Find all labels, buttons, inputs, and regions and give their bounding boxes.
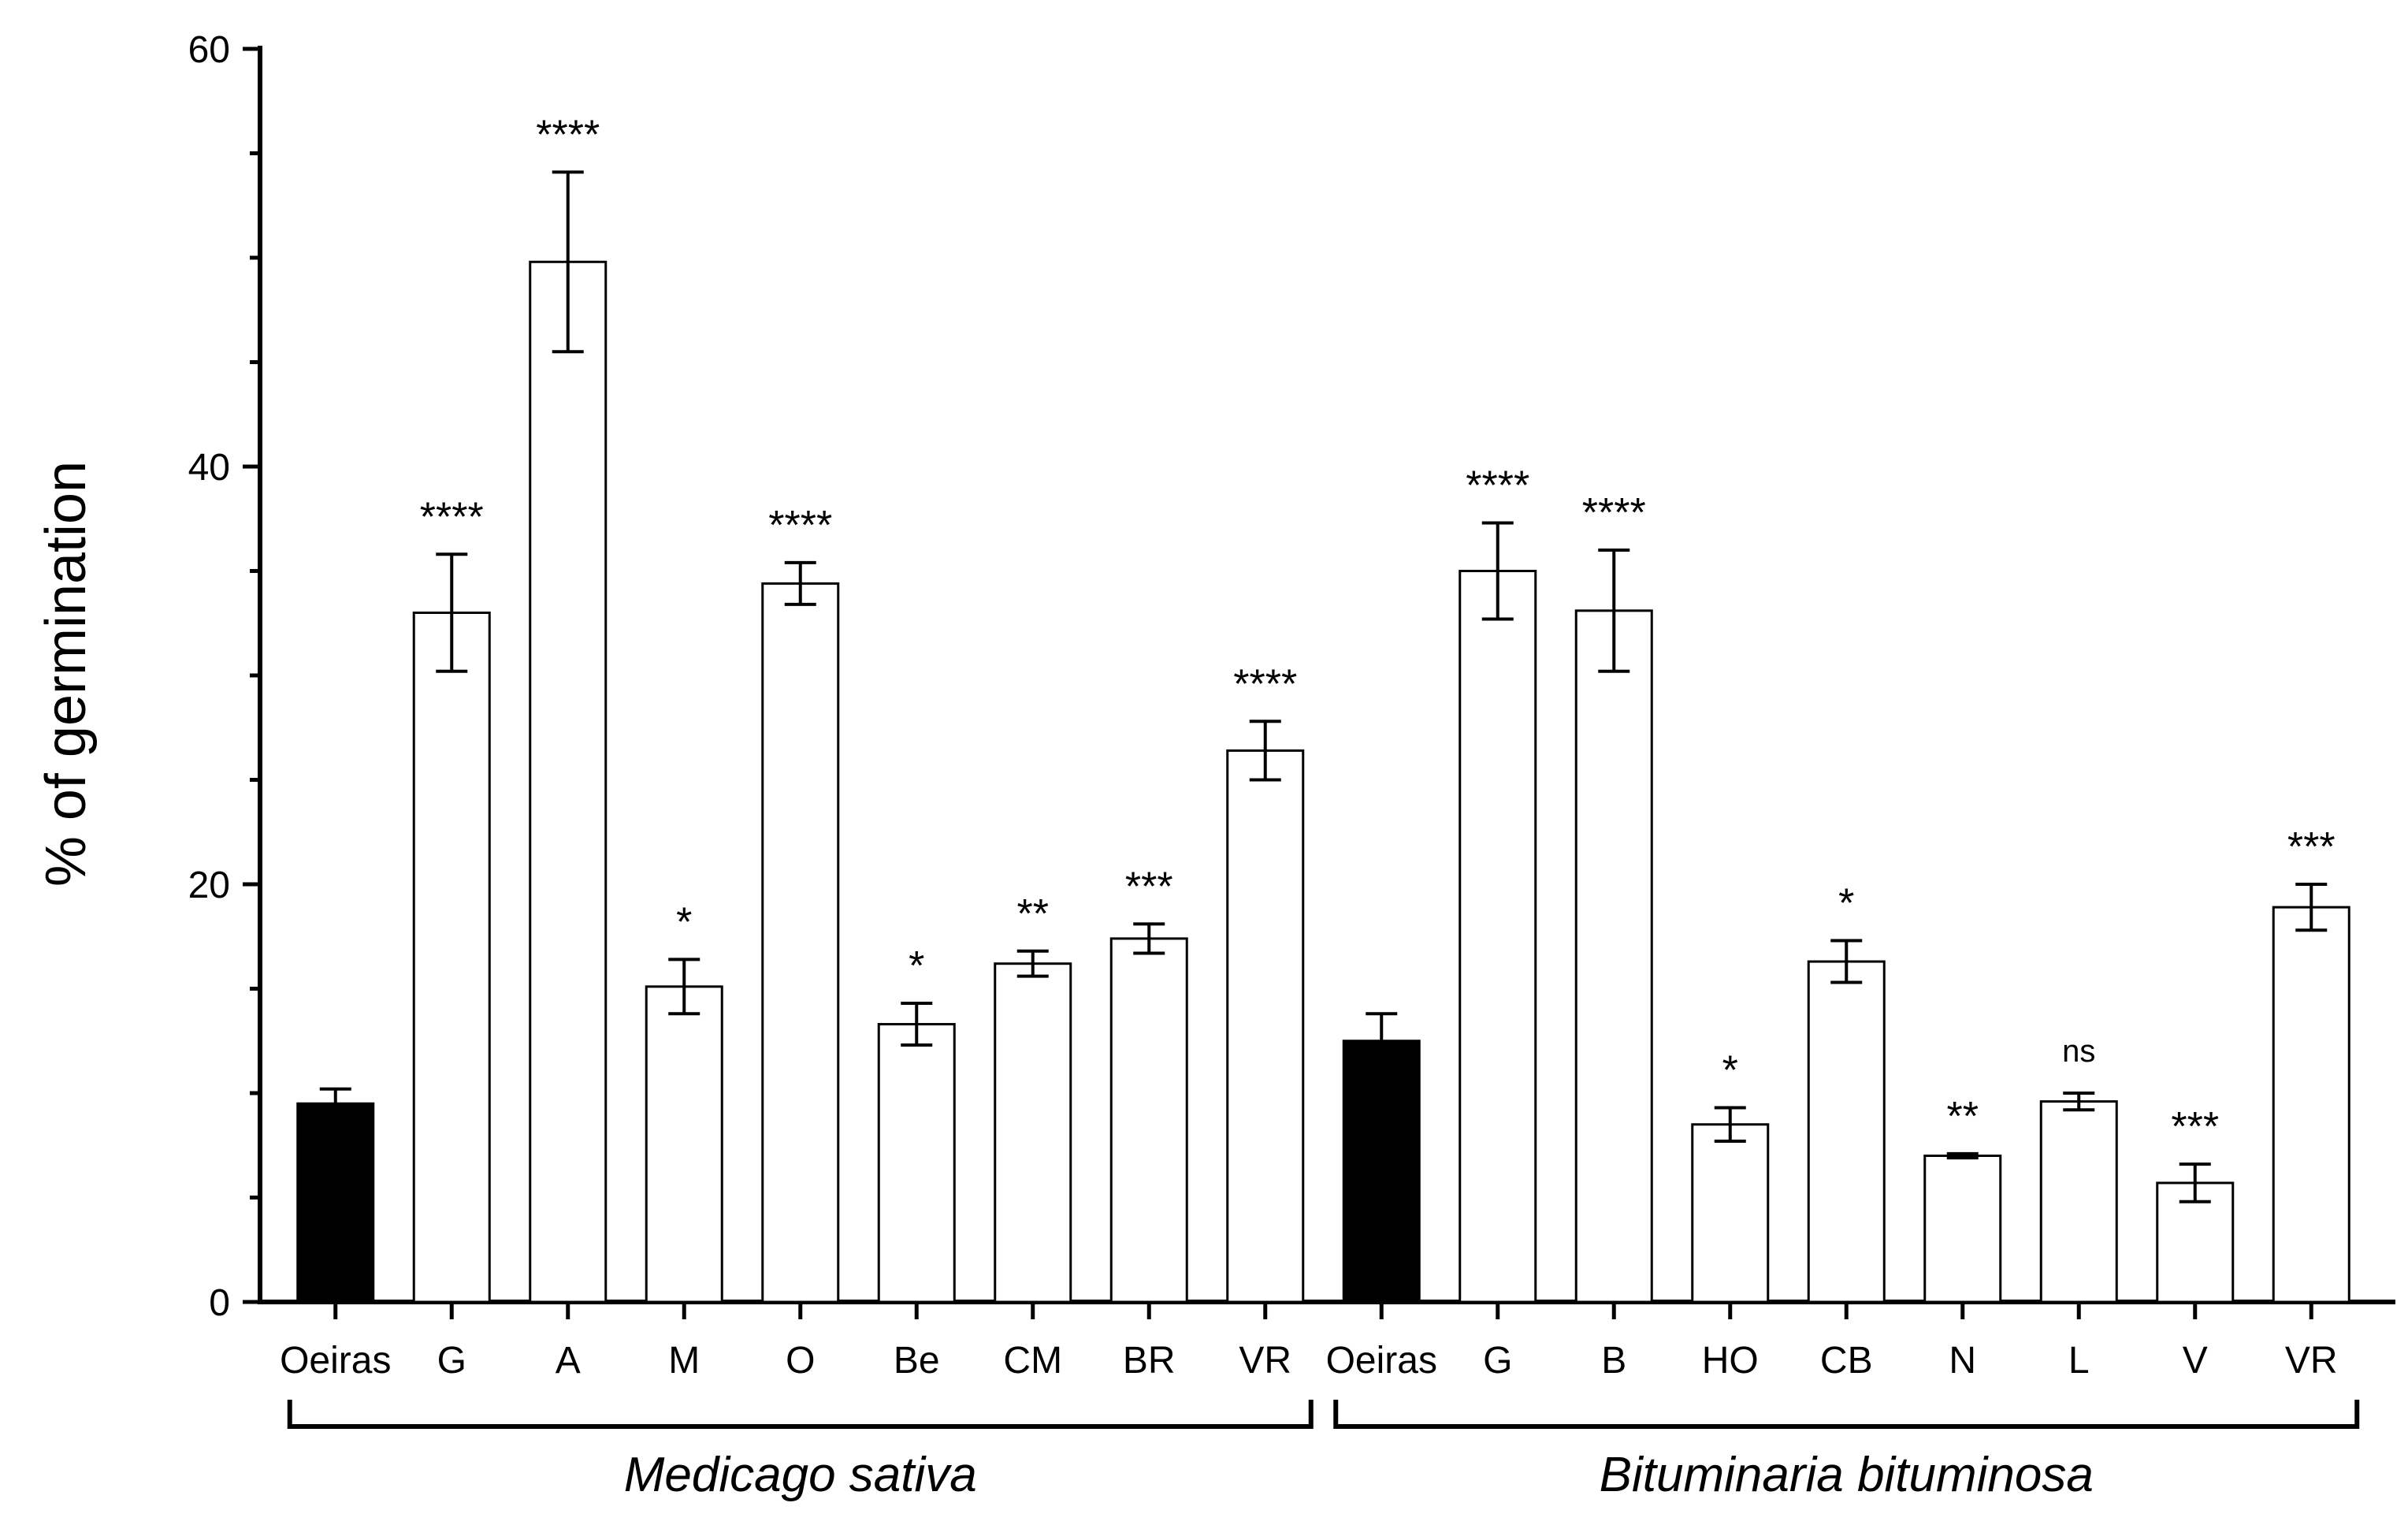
significance-label: * <box>1722 1048 1738 1094</box>
y-tick-label: 60 <box>188 29 230 71</box>
significance-label: ** <box>1017 891 1049 937</box>
bar <box>1923 1155 2002 1304</box>
significance-label: **** <box>1233 661 1297 707</box>
significance-label: **** <box>768 503 832 549</box>
x-tick-label: Be <box>894 1340 940 1382</box>
significance-label: *** <box>1125 864 1173 909</box>
significance-label: *** <box>2287 824 2336 870</box>
bar <box>1342 1040 1421 1304</box>
bar <box>645 985 723 1304</box>
bar <box>1691 1123 1770 1304</box>
bar <box>529 260 608 1304</box>
bar <box>1459 570 1537 1304</box>
group-label: Medicago sativa <box>624 1448 977 1502</box>
x-tick-label: HO <box>1702 1340 1759 1382</box>
y-tick-label: 0 <box>209 1282 230 1324</box>
bar <box>1574 609 1653 1304</box>
bar <box>2272 906 2350 1304</box>
bar <box>1226 749 1305 1304</box>
x-tick-label: Oeiras <box>280 1340 391 1382</box>
x-tick-label: O <box>786 1340 815 1382</box>
group-bracket <box>1333 1400 2360 1429</box>
significance-label: * <box>676 899 692 945</box>
x-tick-label: A <box>556 1340 581 1382</box>
significance-label: ns <box>2062 1034 2095 1069</box>
y-tick-label: 20 <box>188 865 230 906</box>
bar <box>296 1102 375 1304</box>
group-label: Bituminaria bituminosa <box>1600 1448 2094 1502</box>
x-tick-label: B <box>1601 1340 1626 1382</box>
bar <box>877 1023 956 1304</box>
bar <box>412 612 491 1304</box>
significance-label: **** <box>1582 490 1646 536</box>
significance-label: *** <box>2171 1104 2219 1150</box>
x-tick-label: G <box>437 1340 466 1382</box>
y-axis-title: % of germination <box>35 461 98 887</box>
x-tick-label: M <box>668 1340 700 1382</box>
x-tick-label: G <box>1483 1340 1512 1382</box>
x-tick-label: CB <box>1820 1340 1873 1382</box>
x-tick-label: N <box>1949 1340 1976 1382</box>
x-tick-label: CM <box>1003 1340 1062 1382</box>
y-tick-label: 40 <box>188 447 230 489</box>
bar <box>994 962 1072 1304</box>
bar <box>1807 960 1886 1304</box>
group-bracket <box>287 1400 1314 1429</box>
x-tick-label: BR <box>1123 1340 1176 1382</box>
x-tick-label: VR <box>1239 1340 1291 1382</box>
bar <box>1109 937 1188 1304</box>
bar <box>761 582 840 1304</box>
significance-label: **** <box>536 112 600 158</box>
significance-label: ** <box>1947 1094 1979 1140</box>
significance-label: **** <box>420 494 484 540</box>
x-tick-label: VR <box>2285 1340 2338 1382</box>
significance-label: **** <box>1466 463 1529 509</box>
significance-label: * <box>909 943 924 989</box>
x-tick-label: Oeiras <box>1326 1340 1437 1382</box>
significance-label: * <box>1838 881 1854 927</box>
x-tick-label: L <box>2068 1340 2090 1382</box>
bar <box>2039 1100 2118 1304</box>
x-tick-label: V <box>2183 1340 2208 1382</box>
